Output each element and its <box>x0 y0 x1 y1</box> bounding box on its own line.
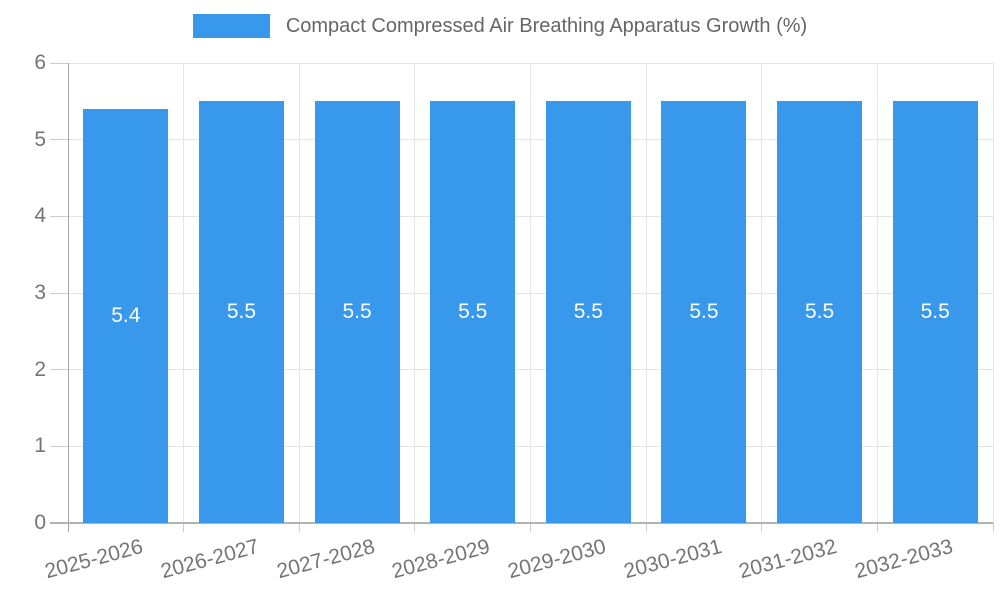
x-axis-tick-label: 2027-2028 <box>274 535 378 584</box>
bar-value-label: 5.5 <box>804 300 835 324</box>
bar[interactable]: 5.5 <box>661 101 747 523</box>
x-axis-tick-label: 2029-2030 <box>505 535 609 584</box>
y-axis-tick-label: 0 <box>34 511 46 534</box>
x-axis-tick-label: 2030-2031 <box>620 535 724 584</box>
bar-value-label: 5.5 <box>573 300 603 324</box>
x-axis-tick <box>992 523 994 532</box>
bar[interactable]: 5.5 <box>314 101 400 523</box>
y-axis-tick-label: 2 <box>34 357 46 381</box>
gridline-vertical <box>645 63 647 523</box>
gridline-vertical <box>992 63 994 523</box>
x-axis-tick <box>414 523 416 532</box>
x-axis-tick-label: 2026-2027 <box>158 535 262 584</box>
y-axis-tick-label: 1 <box>34 434 46 458</box>
chart-legend-item[interactable]: Compact Compressed Air Breathing Apparat… <box>0 14 1000 38</box>
bar-value-label: 5.4 <box>111 304 141 327</box>
legend-swatch-icon <box>192 14 270 38</box>
y-axis-tick-label: 3 <box>34 281 46 304</box>
bar[interactable]: 5.4 <box>83 109 169 523</box>
gridline-vertical <box>530 63 531 523</box>
bar[interactable]: 5.5 <box>777 101 863 523</box>
y-axis-tick-label: 5 <box>34 127 46 151</box>
y-axis-tick <box>50 215 68 217</box>
x-axis-tick <box>761 523 763 532</box>
y-axis-tick <box>50 62 68 64</box>
bar-value-label: 5.5 <box>689 300 719 324</box>
bar-value-label: 5.5 <box>920 300 950 324</box>
x-axis-labels: 2025-2026 2026-2027 2027-2028 2028-2029 2029… <box>43 523 993 600</box>
bar-value-label: 5.5 <box>342 300 372 324</box>
x-axis-tick-label: 2031-2032 <box>736 535 840 584</box>
y-axis-tick <box>50 445 68 447</box>
gridline-vertical <box>414 63 416 523</box>
y-axis-tick <box>50 369 68 371</box>
x-axis-tick <box>298 523 300 532</box>
gridline-vertical <box>761 63 763 523</box>
x-axis-tick <box>876 523 878 532</box>
y-axis-tick-label: 6 <box>34 51 46 74</box>
x-axis-tick <box>183 523 185 532</box>
x-axis-tick <box>645 523 647 532</box>
plot-area: 5.4 5.5 5.5 5.5 5.5 5.5 5.5 5.5 <box>50 62 994 532</box>
legend-label: Compact Compressed Air Breathing Apparat… <box>285 14 808 37</box>
y-axis-tick-label: 4 <box>34 204 46 228</box>
gridline-vertical <box>876 63 878 523</box>
bar[interactable]: 5.5 <box>198 101 284 523</box>
bar[interactable]: 5.5 <box>545 101 631 523</box>
gridline-vertical <box>298 63 300 523</box>
y-axis-tick <box>50 139 68 141</box>
bar[interactable]: 5.5 <box>892 101 978 523</box>
x-axis-tick-label: 2025-2026 <box>42 535 146 584</box>
y-axis-tick <box>50 292 68 294</box>
x-axis-tick-label: 2032-2033 <box>852 535 956 584</box>
x-axis-tick-label: 2028-2029 <box>389 535 493 584</box>
x-axis-line <box>50 522 993 524</box>
bar-value-label: 5.5 <box>458 300 488 324</box>
y-axis-labels: 0 1 2 3 4 5 6 <box>0 51 46 534</box>
gridline-vertical <box>183 63 185 523</box>
bar-value-label: 5.5 <box>226 300 257 324</box>
x-axis-tick <box>530 523 531 532</box>
y-axis-line <box>68 63 69 532</box>
bar[interactable]: 5.5 <box>430 101 516 523</box>
